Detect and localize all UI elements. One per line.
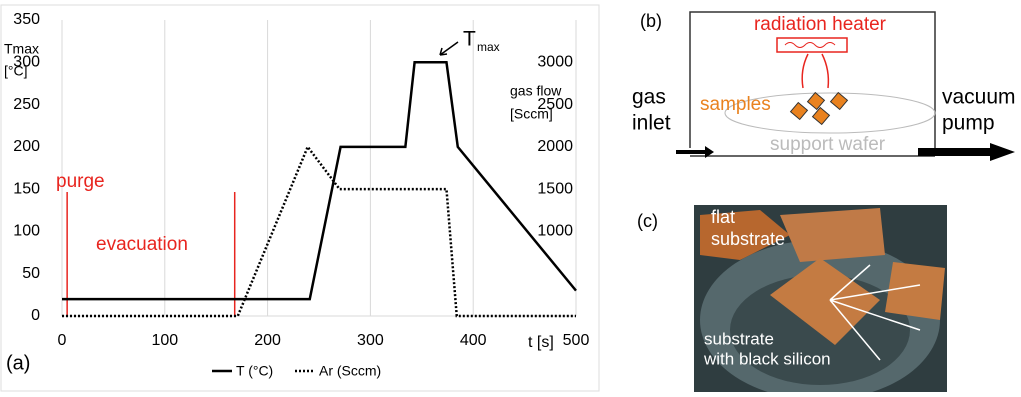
chart: 0 100 200 300 400 500 0 50 100 150 200 250 300 350 100…	[4, 11, 589, 378]
heater-label: radiation heater	[754, 14, 887, 35]
inlet-label: inlet	[632, 112, 671, 135]
chart-frame	[0, 4, 600, 392]
x-tick-label: 300	[357, 332, 384, 349]
y-tick-label: 50	[22, 265, 40, 282]
x-tick-label: 0	[58, 332, 67, 349]
panel-label: (c)	[637, 211, 658, 231]
black-label: substrate	[704, 329, 774, 348]
heater-coil	[784, 42, 836, 48]
y-tick-label: 300	[13, 54, 40, 71]
y-label: Tmax	[4, 41, 39, 57]
y-tick-label: 0	[31, 307, 40, 324]
y-tick-label: 150	[13, 180, 40, 197]
panel-label: (a)	[6, 352, 30, 374]
x-tick-label: 400	[460, 332, 487, 349]
flat-label: flat	[711, 207, 735, 227]
inlet-label: gas	[632, 86, 666, 109]
series-line	[62, 61, 577, 301]
x-label: t [s]	[528, 334, 554, 351]
wafer-label: support wafer	[770, 134, 886, 155]
y-tick-label: 250	[13, 96, 40, 113]
y2-tick-label: 3000	[537, 54, 573, 71]
outlet-label: vacuum	[942, 86, 1016, 109]
annotation: evacuation	[96, 234, 188, 255]
y-tick-label: 350	[13, 11, 40, 28]
panel-c: (c) flat substrate substrate with black …	[637, 205, 947, 397]
annotation-arrow	[439, 41, 459, 56]
panel-label: (b)	[640, 11, 662, 31]
y2-tick-label: 2000	[537, 138, 573, 155]
black-label: with black silicon	[703, 349, 831, 368]
x-tick-label: 200	[254, 332, 281, 349]
y2-label: [Sccm]	[510, 106, 553, 122]
photo-substrate	[885, 262, 945, 320]
x-tick-label: 500	[563, 332, 590, 349]
series-line	[62, 144, 576, 318]
radiation-arrows	[801, 53, 830, 89]
wafer	[724, 92, 936, 134]
y-tick-label: 200	[13, 138, 40, 155]
annotation: max	[477, 40, 500, 54]
outlet-arrow	[918, 143, 1015, 161]
x-tick-label: 100	[151, 332, 178, 349]
annotation: purge	[56, 171, 105, 192]
pointer-lines	[829, 264, 921, 361]
y2-label: gas flow	[510, 83, 562, 99]
heater	[776, 37, 848, 53]
flat-label: substrate	[711, 229, 785, 249]
chamber	[689, 11, 936, 148]
y-label: [°C]	[4, 63, 28, 79]
y-tick-label: 100	[13, 223, 40, 240]
photo-substrate	[770, 258, 880, 345]
photo-flake	[700, 210, 790, 260]
y2-tick-label: 2500	[537, 96, 573, 113]
legend-label: Ar (Sccm)	[319, 363, 381, 379]
photo-flat-substrate	[780, 208, 885, 262]
legend-label: T (°C)	[236, 363, 273, 379]
y2-tick-label: 1500	[537, 180, 573, 197]
samples-label: samples	[700, 94, 771, 115]
inlet-arrow	[676, 146, 714, 158]
outlet-label: pump	[942, 112, 995, 135]
panel-b: (b) radiation heater samples support waf…	[632, 11, 1016, 161]
annotation: T	[463, 28, 476, 51]
y2-tick-label: 1000	[537, 223, 573, 240]
samples	[789, 91, 849, 126]
